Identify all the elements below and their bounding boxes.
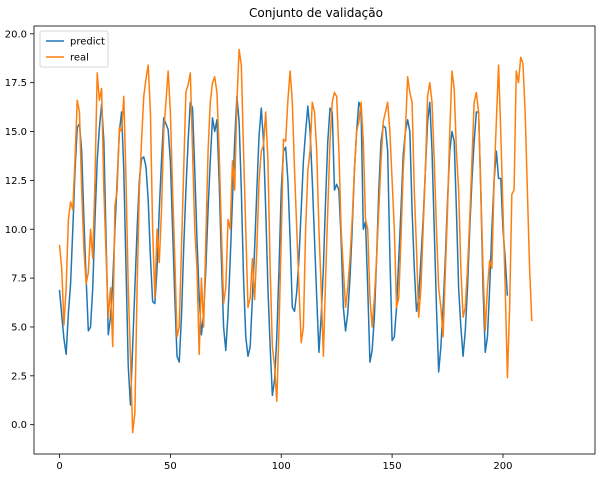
x-tick-label: 100 (272, 461, 291, 472)
y-tick-label: 0.0 (11, 420, 27, 431)
x-tick-label: 200 (493, 461, 512, 472)
y-tick-label: 10.0 (5, 225, 27, 236)
y-tick-label: 2.5 (11, 371, 27, 382)
y-tick-label: 20.0 (5, 29, 27, 40)
axes-frame (33, 25, 596, 455)
legend: predict real (39, 30, 109, 68)
legend-label-predict: predict (70, 37, 105, 48)
y-tick-label: 17.5 (5, 78, 27, 89)
series-line-real (58, 48, 533, 434)
legend-label-real: real (70, 53, 89, 64)
x-tick-label: 50 (164, 461, 177, 472)
x-tick-label: 0 (56, 461, 62, 472)
x-tick-label: 150 (383, 461, 402, 472)
y-tick-label: 5.0 (11, 322, 27, 333)
y-tick-label: 15.0 (5, 127, 27, 138)
chart-title: Conjunto de validação (249, 6, 383, 20)
legend-box (39, 30, 109, 68)
y-tick-label: 12.5 (5, 176, 27, 187)
y-tick-label: 7.5 (11, 274, 27, 285)
plot-area (58, 48, 533, 434)
axes: 0 50 100 150 200 0.0 2.5 5.0 7.5 10.0 12.5 15.0 17.5… (5, 25, 596, 472)
